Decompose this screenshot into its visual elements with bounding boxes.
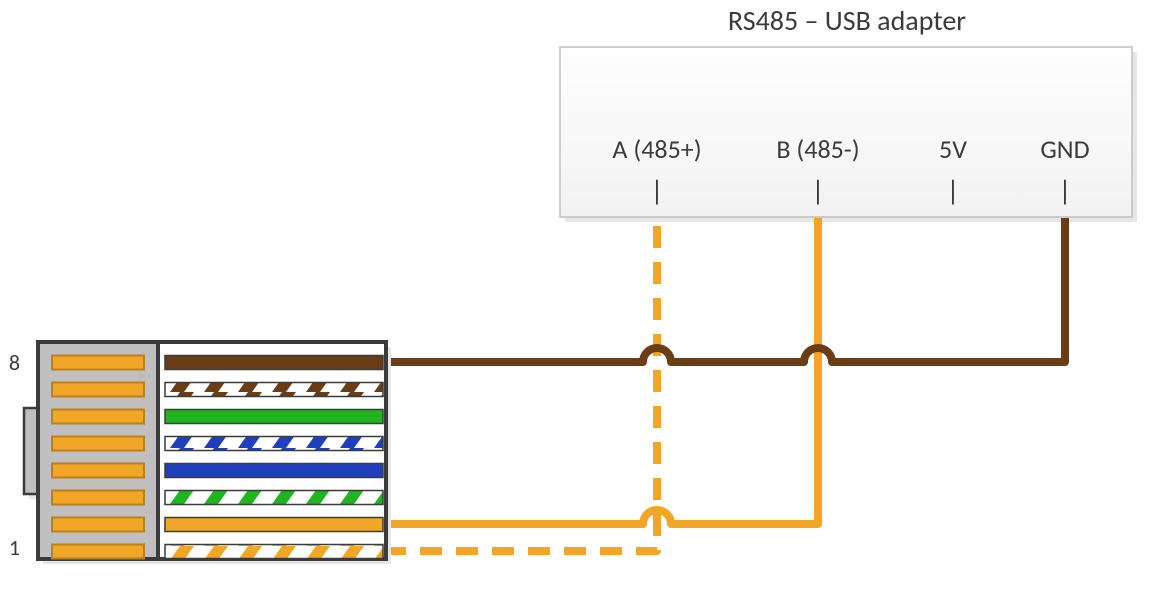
rj45-contact-pin5 (52, 437, 144, 451)
rj45-contact-pin2 (52, 518, 144, 532)
adapter-box (560, 47, 1132, 217)
rj45-tab (24, 408, 38, 494)
rj45-contact-pin1 (52, 545, 144, 559)
rj45-wire-pin6 (165, 410, 383, 424)
rj45-wire-pin7 (165, 383, 383, 397)
pin-label-a-tick: | (651, 173, 664, 208)
pin-label-5v-tick: | (947, 173, 960, 208)
pin-label-a: A (485+) (612, 133, 701, 165)
rj45-wire-pin1 (165, 545, 383, 559)
pin-label-5v: 5V (939, 133, 967, 165)
pin-number-8: 8 (9, 349, 20, 376)
pin-label-gnd-tick: | (1059, 173, 1072, 208)
pin-number-1: 1 (9, 534, 20, 561)
rj45-wire-pin8 (165, 356, 383, 370)
rj45-contact-pin7 (52, 383, 144, 397)
rj45-wire-pin5 (165, 437, 383, 451)
trace-pin2-to-b (384, 218, 818, 524)
diagram-title: RS485 – USB adapter (728, 3, 966, 38)
trace-pin8-to-gnd (384, 218, 1065, 362)
rj45-contact-pin8 (52, 356, 144, 370)
rj45-contact-pin6 (52, 410, 144, 424)
rj45-contact-pin3 (52, 491, 144, 505)
pin-label-b: B (485-) (776, 133, 859, 165)
rj45-wire-pin3 (165, 491, 383, 505)
rj45-wire-pin4 (165, 464, 383, 478)
rj45-contact-pin4 (52, 464, 144, 478)
trace-pin1-to-a-dashed (384, 218, 657, 551)
pin-label-b-tick: | (812, 173, 825, 208)
pin-label-gnd: GND (1040, 133, 1089, 165)
rj45-wire-pin2 (165, 518, 383, 532)
